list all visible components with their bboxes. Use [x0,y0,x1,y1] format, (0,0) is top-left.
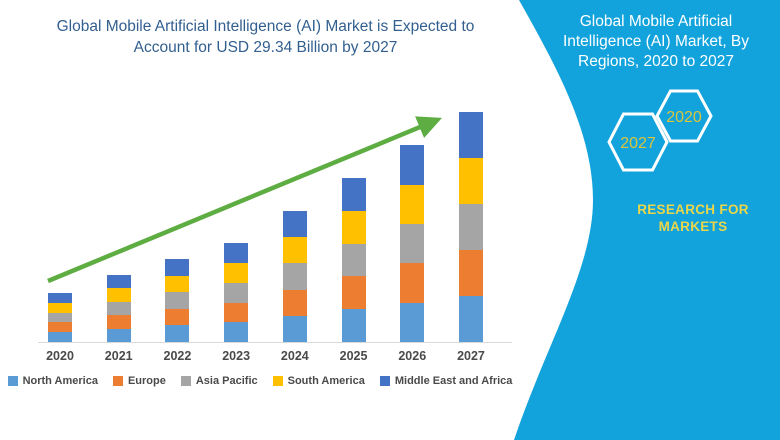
hexagon-2027-label: 2027 [620,135,656,152]
bar-segment-2026-south-america [400,184,425,224]
legend-item-north-america: North America [7,375,98,387]
bar-segment-2023-middle-east-and-africa [224,243,249,263]
bar-segment-2027-europe [458,249,483,296]
bar-segment-2023-north-america [224,322,249,342]
chart-title: Global Mobile Artificial Intelligence (A… [56,18,475,56]
bar-segment-2020-south-america [48,302,72,313]
legend-label: Asia Pacific [195,375,258,387]
bar-segment-2020-europe [48,322,72,333]
bar-segment-2027-south-america [458,157,483,204]
x-axis-line [38,342,512,343]
bar-chart-plot: 2020 2021 2022 2023 2024 2025 2026 2027 [38,111,512,363]
x-axis-label-2022: 2022 [163,349,192,363]
bar-segment-2022-south-america [165,275,190,293]
bar-segment-2022-north-america [165,325,190,342]
bar-segment-2023-south-america [224,263,249,283]
stacked-bar-2024 [282,211,307,342]
bar-segment-2026-north-america [400,302,425,342]
bar-segment-2025-europe [341,276,366,310]
bar-segment-2021-middle-east-and-africa [106,275,131,289]
bar-segment-2022-asia-pacific [165,292,190,309]
bar-segment-2026-europe [400,263,425,303]
stacked-bar-2025 [341,178,366,342]
bar-segment-2023-asia-pacific [224,282,249,303]
legend-item-middle-east-and-africa: Middle East and Africa [379,375,513,387]
bar-segment-2025-asia-pacific [341,243,366,277]
legend-label: Middle East and Africa [394,375,513,387]
bar-segment-2026-asia-pacific [400,223,425,264]
legend-swatch [379,376,390,386]
bar-segment-2024-north-america [282,315,307,342]
stacked-bar-2020 [48,293,72,342]
legend-label: South America [287,375,365,387]
legend-swatch [272,376,283,386]
bar-segment-2024-middle-east-and-africa [282,211,307,238]
legend-item-south-america: South America [272,375,365,387]
brand-text: RESEARCH FOR MARKETS [637,202,749,234]
bar-segment-2025-north-america [341,309,366,342]
bar-segment-2021-asia-pacific [106,301,131,316]
legend-label: Europe [127,375,166,387]
bar-segment-2025-middle-east-and-africa [341,178,366,211]
legend-label: North America [22,375,98,387]
bar-segment-2027-north-america [458,295,483,342]
stacked-bar-2023 [224,243,249,342]
x-axis-label-2020: 2020 [46,349,74,363]
bar-segment-2021-south-america [106,288,131,302]
stacked-bar-2021 [106,275,131,342]
hexagon-2020-label: 2020 [666,109,702,126]
bar-segment-2024-europe [282,289,307,316]
x-axis-label-2024: 2024 [280,349,309,363]
bar-segment-2022-middle-east-and-africa [165,258,190,276]
stacked-bar-2027 [458,111,483,342]
bar-segment-2024-south-america [282,237,307,264]
bar-segment-2021-europe [106,315,131,329]
hexagon-2027: 2027 [607,112,669,172]
side-panel-title: Global Mobile Artificial Intelligence (A… [562,13,750,70]
bar-segment-2024-asia-pacific [282,263,307,290]
bar-segment-2027-asia-pacific [458,203,483,250]
x-axis-label-2025: 2025 [339,349,368,363]
bar-segment-2022-europe [165,308,190,326]
legend-item-europe: Europe [112,375,166,387]
bar-segment-2027-middle-east-and-africa [458,111,483,158]
chart-legend: North America Europe Asia Pacific South Ame… [0,375,520,387]
bar-segment-2023-europe [224,302,249,323]
bar-segment-2026-middle-east-and-africa [400,145,425,185]
legend-swatch [180,376,191,386]
bar-segment-2020-asia-pacific [48,312,72,323]
trend-arrow [47,116,442,284]
legend-item-asia-pacific: Asia Pacific [180,375,258,387]
legend-swatch [7,376,18,386]
hexagon-year-badges: 2020 2027 [607,89,713,172]
x-axis-label-2026: 2026 [398,349,427,363]
bar-segment-2020-north-america [48,332,72,342]
x-axis-label-2027: 2027 [457,349,485,363]
bar-segment-2025-south-america [341,210,366,244]
hexagon-2020: 2020 [655,89,713,143]
x-axis-label-2023: 2023 [222,349,251,363]
x-axis-label-2021: 2021 [104,349,133,363]
bar-segment-2021-north-america [106,328,131,342]
stacked-bar-2022 [165,258,190,342]
legend-swatch [112,376,123,386]
bar-segment-2020-middle-east-and-africa [48,293,72,303]
stacked-bar-2026 [400,145,425,342]
